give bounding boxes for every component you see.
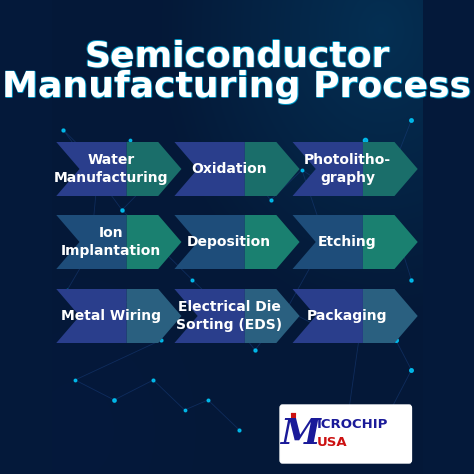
Text: Deposition: Deposition [187,235,271,249]
Polygon shape [245,142,300,196]
Text: Manufacturing Process: Manufacturing Process [2,69,472,103]
Text: Manufacturing Process: Manufacturing Process [2,71,472,105]
Text: Semiconductor: Semiconductor [84,38,389,73]
Polygon shape [56,142,127,196]
Text: Metal Wiring: Metal Wiring [61,309,161,323]
Polygon shape [292,215,363,269]
Text: Semiconductor: Semiconductor [83,39,389,73]
Text: Water
Manufacturing: Water Manufacturing [54,154,168,185]
Polygon shape [56,215,127,269]
Text: Semiconductor: Semiconductor [85,39,391,73]
Polygon shape [174,215,245,269]
Text: Semiconductor: Semiconductor [84,39,389,73]
Polygon shape [363,215,418,269]
Polygon shape [174,289,245,343]
Text: Etching: Etching [318,235,377,249]
Text: Manufacturing Process: Manufacturing Process [2,70,472,104]
Text: USA: USA [317,436,347,448]
Polygon shape [174,142,245,196]
Polygon shape [363,289,418,343]
FancyBboxPatch shape [280,405,411,463]
Text: ICROCHIP: ICROCHIP [317,419,388,431]
Polygon shape [127,142,182,196]
Text: Oxidation: Oxidation [191,162,267,176]
Text: Manufacturing Process: Manufacturing Process [2,71,471,104]
Text: Semiconductor: Semiconductor [85,38,390,73]
Text: Manufacturing Process: Manufacturing Process [3,70,472,104]
Text: Packaging: Packaging [307,309,388,323]
Polygon shape [127,215,182,269]
Text: M: M [280,417,319,451]
Polygon shape [56,289,127,343]
Polygon shape [363,142,418,196]
Polygon shape [292,142,363,196]
Text: Manufacturing Process: Manufacturing Process [3,71,472,104]
Text: Electrical Die
Sorting (EDS): Electrical Die Sorting (EDS) [176,301,283,332]
Polygon shape [245,215,300,269]
Text: Semiconductor: Semiconductor [84,38,390,72]
Text: Semiconductor: Semiconductor [84,40,390,74]
Text: Ion
Implantation: Ion Implantation [61,227,161,258]
Text: Photolitho-
graphy: Photolitho- graphy [304,154,391,185]
Text: Semiconductor: Semiconductor [84,39,390,73]
Text: Manufacturing Process: Manufacturing Process [2,70,471,104]
Text: Manufacturing Process: Manufacturing Process [2,70,471,103]
Text: Manufacturing Process: Manufacturing Process [3,70,472,103]
Text: Semiconductor: Semiconductor [85,39,390,73]
Polygon shape [292,289,363,343]
Polygon shape [127,289,182,343]
Polygon shape [245,289,300,343]
